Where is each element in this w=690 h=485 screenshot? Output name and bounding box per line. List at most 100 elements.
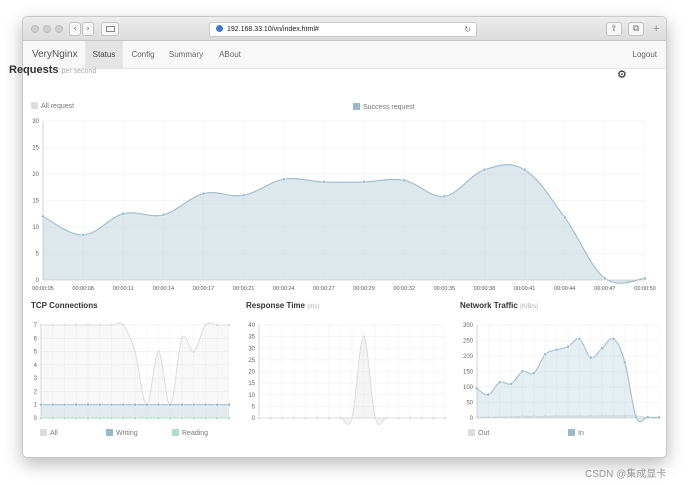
data-point <box>62 416 67 420</box>
sidebar-toggle-button[interactable] <box>101 22 119 36</box>
x-tick-label: 00:00:14 <box>153 286 174 292</box>
x-tick-label: 00:00:50 <box>634 286 655 292</box>
data-point <box>419 416 424 420</box>
x-tick-label: 00:00:32 <box>393 286 414 292</box>
y-tick-label: 20 <box>248 370 255 376</box>
browser-toolbar: ‹ › 192.168.33.10/vn/index.html# ↻ ⇪ ⧉ + <box>23 17 666 41</box>
data-point <box>509 415 513 419</box>
legend-swatch <box>31 102 38 109</box>
y-tick-label: 35 <box>248 335 255 341</box>
data-point <box>623 360 627 365</box>
data-point <box>39 402 43 407</box>
data-point <box>566 414 570 418</box>
data-point <box>121 402 126 407</box>
series-area <box>43 164 645 284</box>
legend-success-request: Success request <box>353 103 415 111</box>
data-point <box>577 337 582 341</box>
y-tick-label: 25 <box>248 358 255 364</box>
data-point <box>623 413 627 418</box>
legend-all-request: All request <box>31 102 74 110</box>
y-tick-label: 50 <box>466 401 473 407</box>
data-point <box>161 212 166 217</box>
share-button[interactable]: ⇪ <box>606 22 622 36</box>
y-tick-label: 0 <box>470 416 474 422</box>
tab-status[interactable]: Status <box>85 41 123 69</box>
y-tick-label: 5 <box>36 252 40 258</box>
data-point <box>180 416 184 420</box>
data-point <box>280 416 285 420</box>
show-tabs-button[interactable]: ⧉ <box>628 22 644 36</box>
data-point <box>191 402 196 407</box>
zoom-window-button[interactable] <box>55 25 63 33</box>
data-point <box>39 416 43 420</box>
data-point <box>408 416 412 420</box>
data-point <box>338 416 343 420</box>
data-point <box>257 416 261 420</box>
series-area <box>43 164 645 284</box>
data-point <box>475 386 479 391</box>
data-point <box>532 414 536 419</box>
y-tick-label: 4 <box>34 363 38 369</box>
data-point <box>361 334 366 339</box>
app-navbar: VeryNginx Status Config Summary ABout Lo… <box>23 41 666 69</box>
minimize-window-button[interactable] <box>43 25 51 33</box>
gear-icon[interactable]: ⚙ <box>617 68 627 81</box>
data-point <box>543 352 548 357</box>
x-tick-label: 00:00:11 <box>113 286 134 292</box>
requests-subtitle: per second <box>61 68 97 75</box>
data-point <box>442 194 447 199</box>
data-point <box>562 215 567 220</box>
requests-title-text: Requests <box>9 64 59 76</box>
globe-icon <box>216 25 223 32</box>
tab-config[interactable]: Config <box>131 50 155 59</box>
tab-about[interactable]: ABout <box>219 50 241 59</box>
legend-label: In <box>578 430 584 437</box>
new-tab-button[interactable]: + <box>653 23 660 35</box>
data-point <box>215 416 220 420</box>
y-tick-label: 150 <box>463 370 474 376</box>
data-point <box>532 371 536 375</box>
data-point <box>121 416 126 420</box>
brand-logo[interactable]: VeryNginx <box>32 49 78 60</box>
data-point <box>600 413 604 418</box>
y-tick-label: 250 <box>463 339 474 345</box>
forward-button[interactable]: › <box>82 22 94 36</box>
data-point <box>109 416 114 420</box>
data-point <box>486 392 491 397</box>
back-button[interactable]: ‹ <box>69 22 81 36</box>
data-point <box>227 323 231 327</box>
legend-network-out: Out <box>468 429 489 437</box>
data-point <box>657 415 661 420</box>
data-point <box>268 416 273 420</box>
data-point <box>97 416 102 420</box>
data-point <box>203 402 208 407</box>
data-point <box>133 402 137 407</box>
legend-tcp-writing: Writing <box>106 429 138 437</box>
data-point <box>74 416 79 420</box>
reload-icon[interactable]: ↻ <box>464 25 471 34</box>
data-point <box>81 233 85 237</box>
tab-summary[interactable]: Summary <box>168 50 204 59</box>
y-tick-label: 1 <box>34 403 38 409</box>
data-point <box>133 349 137 354</box>
data-point <box>168 402 173 407</box>
data-point <box>497 380 502 385</box>
data-point <box>611 337 616 341</box>
data-point <box>443 416 447 420</box>
address-bar[interactable]: 192.168.33.10/vn/index.html# ↻ <box>209 22 477 37</box>
data-point <box>292 416 296 420</box>
logout-link[interactable]: Logout <box>632 50 657 59</box>
data-point <box>600 346 604 351</box>
close-window-button[interactable] <box>31 25 39 33</box>
data-point <box>611 413 616 418</box>
data-point <box>362 180 366 184</box>
data-point <box>486 415 491 420</box>
data-point <box>385 416 389 420</box>
data-point <box>156 349 161 354</box>
data-point <box>62 323 67 327</box>
data-point <box>50 416 55 420</box>
data-point <box>482 167 487 172</box>
x-tick-label: 00:00:24 <box>273 286 294 292</box>
